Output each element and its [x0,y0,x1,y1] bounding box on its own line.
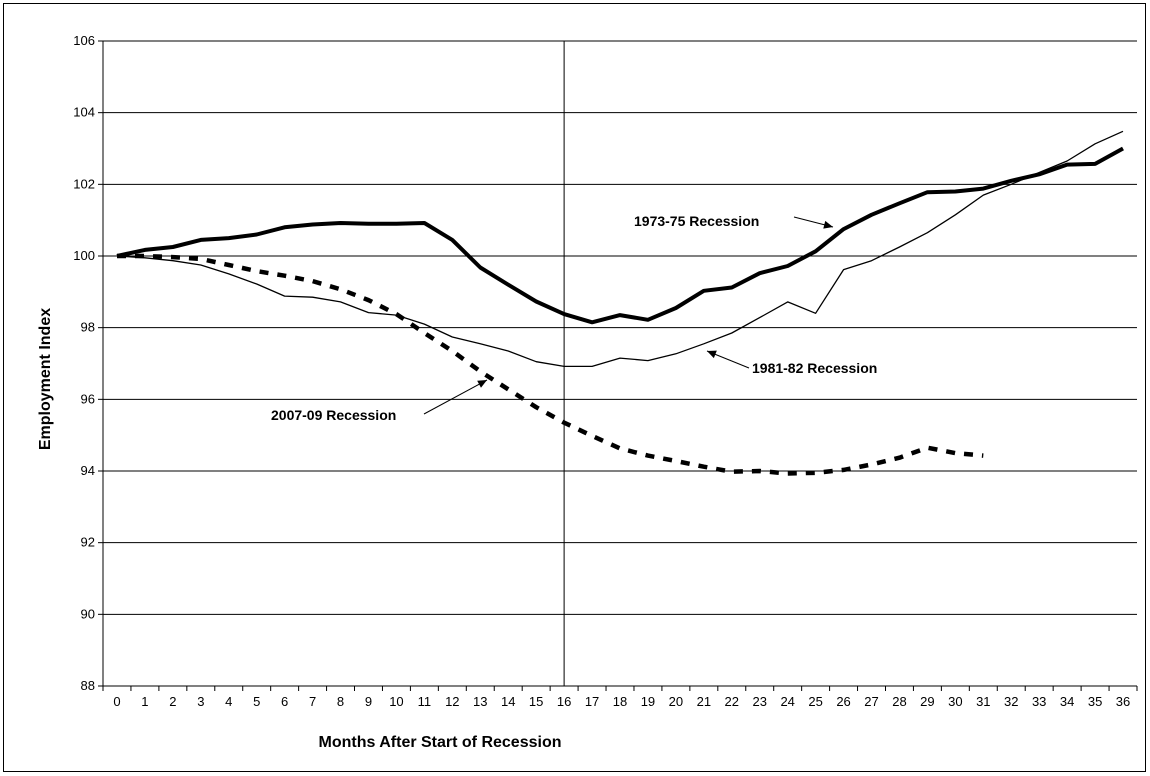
x-tick-label-19: 19 [641,694,655,709]
annotation-label-1973-75-recession: 1973-75 Recession [634,213,759,229]
x-tick-label-10: 10 [389,694,403,709]
x-tick-label-8: 8 [337,694,344,709]
series-layer [116,130,1124,476]
y-tick-label-90: 90 [81,606,95,621]
x-tick-label-2: 2 [169,694,176,709]
y-tick-label-106: 106 [73,33,95,48]
y-tick-label-98: 98 [81,320,95,335]
x-tick-label-18: 18 [613,694,627,709]
x-tick-label-31: 31 [976,694,990,709]
x-tick-label-16: 16 [557,694,571,709]
x-tick-label-7: 7 [309,694,316,709]
x-tick-label-0: 0 [113,694,120,709]
x-tick-label-36: 36 [1116,694,1130,709]
x-tick-label-11: 11 [418,694,432,709]
annotation-layer: 1973-75 Recession 1981-82 Recession 2007-0… [271,213,877,423]
x-tick-label-3: 3 [197,694,204,709]
x-tick-label-23: 23 [752,694,766,709]
x-axis-title: Months After Start of Recession [319,734,562,751]
x-tick-label-24: 24 [780,694,794,709]
x-tick-label-33: 33 [1032,694,1046,709]
x-tick-label-20: 20 [669,694,683,709]
x-tick-label-15: 15 [529,694,543,709]
x-tick-label-35: 35 [1088,694,1102,709]
x-tick-label-9: 9 [365,694,372,709]
x-tick-label-22: 22 [725,694,739,709]
annotation-label-1981-82-recession: 1981-82 Recession [752,360,877,376]
x-tick-label-32: 32 [1004,694,1018,709]
y-tick-label-102: 102 [73,176,95,191]
annotation-arrowhead-2007-09-recession [477,380,487,388]
x-tick-label-29: 29 [920,694,934,709]
y-tick-label-92: 92 [81,535,95,550]
x-tick-label-28: 28 [892,694,906,709]
y-tick-label-96: 96 [81,391,95,406]
y-tick-label-88: 88 [81,678,95,693]
x-tick-label-12: 12 [445,694,459,709]
x-tick-label-34: 34 [1060,694,1074,709]
series-line-1981-82-recession [116,130,1124,368]
x-tick-label-6: 6 [281,694,288,709]
x-tick-label-26: 26 [836,694,850,709]
x-tick-label-30: 30 [948,694,962,709]
y-tick-label-100: 100 [73,248,95,263]
x-tick-label-14: 14 [501,694,515,709]
y-axis-title: Employment Index [37,308,54,450]
x-tick-label-25: 25 [808,694,822,709]
x-tick-label-5: 5 [253,694,260,709]
x-tick-label-4: 4 [225,694,232,709]
x-tick-label-27: 27 [864,694,878,709]
series-line-2007-09-recession [117,253,984,476]
annotation-label-2007-09-recession: 2007-09 Recession [271,407,396,423]
grid-layer [103,40,1137,687]
x-tick-label-17: 17 [585,694,599,709]
annotation-arrow-2007-09-recession [423,379,488,415]
y-tick-label-104: 104 [73,105,95,120]
series-line-1973-75-recession [116,146,1124,325]
x-tick-label-13: 13 [473,694,487,709]
chart-frame [3,3,1146,772]
y-tick-label-94: 94 [81,463,95,478]
annotation-arrowhead-1981-82-recession [707,350,717,359]
annotation-arrowhead-1973-75-recession [823,220,833,229]
x-tick-label-1: 1 [141,694,148,709]
x-tick-label-21: 21 [697,694,711,709]
